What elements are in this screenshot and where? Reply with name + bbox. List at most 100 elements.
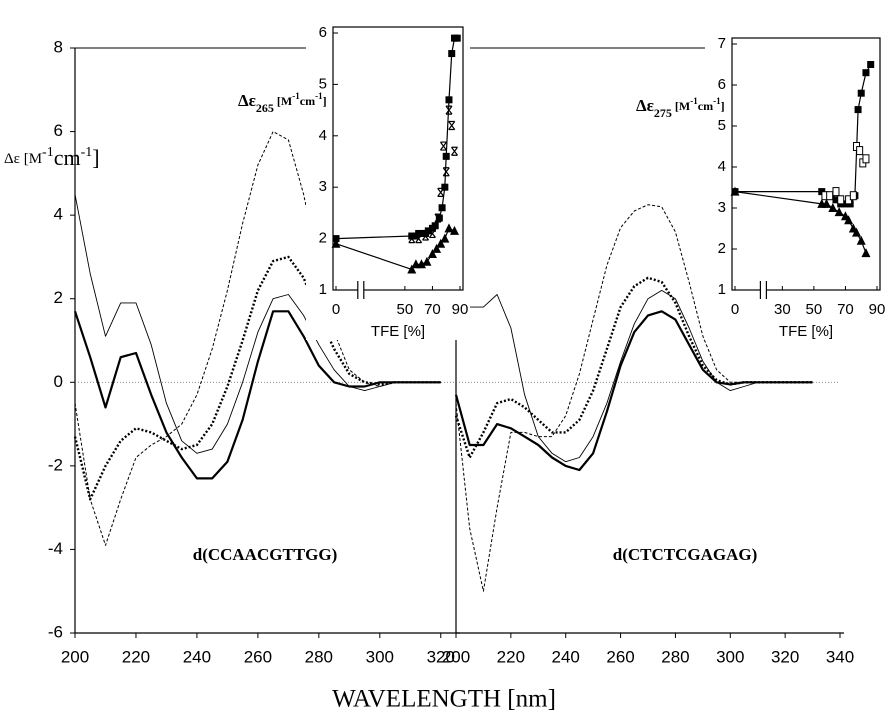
inset-frame xyxy=(332,26,464,291)
marker xyxy=(432,243,442,253)
marker xyxy=(442,167,450,177)
x-tick-label: 90 xyxy=(452,301,469,318)
marker xyxy=(832,187,840,197)
marker xyxy=(822,198,832,208)
x-tick-label: 200 xyxy=(61,647,89,666)
x-tick-label: 0 xyxy=(731,301,739,318)
x-tick-label: 260 xyxy=(244,647,272,666)
marker xyxy=(453,34,461,42)
label-part: [M xyxy=(274,94,292,108)
marker xyxy=(437,187,445,197)
marker xyxy=(415,229,423,237)
x-tick-label: 50 xyxy=(806,301,823,318)
spectrum-line xyxy=(454,310,813,472)
marker xyxy=(441,183,449,191)
y-tick-label: -6 xyxy=(48,622,63,641)
marker xyxy=(422,231,430,241)
inset-x-label: TFE [%] xyxy=(371,323,425,340)
label-part: cm xyxy=(54,145,81,170)
marker xyxy=(408,232,416,240)
marker xyxy=(832,196,840,204)
y-tick-label: 6 xyxy=(319,24,327,41)
label-part: -1 xyxy=(713,96,721,106)
x-tick-label: 240 xyxy=(552,647,580,666)
marker xyxy=(448,50,456,58)
marker xyxy=(445,105,453,115)
x-tick-label: 220 xyxy=(122,647,150,666)
label-part: cm xyxy=(698,99,713,113)
spectrum-line xyxy=(74,194,441,454)
marker xyxy=(438,204,446,212)
annotation: d(CCAACGTTGG) xyxy=(193,545,338,564)
marker xyxy=(849,191,857,201)
axis-break xyxy=(760,282,767,298)
y-tick-label: 2 xyxy=(718,240,726,257)
x-tick-label: 320 xyxy=(427,647,455,666)
marker xyxy=(854,106,862,114)
label-part: -1 xyxy=(81,145,93,160)
label-part: -1 xyxy=(42,145,54,160)
y-tick-label: 8 xyxy=(54,37,63,56)
marker xyxy=(331,238,341,248)
y-tick-label: 1 xyxy=(319,281,327,298)
marker xyxy=(435,214,443,222)
marker xyxy=(862,154,870,164)
spectrum-line xyxy=(455,289,813,463)
label-part: 275 xyxy=(654,106,672,120)
x-tick-label: 200 xyxy=(442,647,470,666)
label-part: Δε xyxy=(238,91,256,110)
marker xyxy=(826,191,834,201)
marker xyxy=(434,213,442,223)
y-tick-label: 1 xyxy=(718,281,726,298)
marker xyxy=(431,222,439,230)
y-tick-label: 2 xyxy=(54,288,63,307)
label-part: -1 xyxy=(292,91,300,101)
x-tick-label: 240 xyxy=(183,647,211,666)
marker xyxy=(448,120,456,131)
marker xyxy=(415,234,423,244)
marker xyxy=(427,249,437,259)
marker xyxy=(449,225,459,235)
label-part: cm xyxy=(300,94,315,108)
label-part: 265 xyxy=(256,101,274,115)
label-part: -1 xyxy=(315,91,323,101)
y-tick-label: 3 xyxy=(718,199,726,216)
y-tick-label: -4 xyxy=(48,539,63,558)
y-tick-label: -2 xyxy=(48,455,63,474)
labels: Δε [M-1cm-1] WAVELENGTH [nm] d(CCAACGTTG… xyxy=(4,91,833,713)
inset-y-label: Δε275 [M-1cm-1] xyxy=(636,96,725,120)
marker xyxy=(428,228,436,239)
inset-frame xyxy=(731,37,881,291)
y-tick-label: 6 xyxy=(718,76,726,93)
x-tick-label: 50 xyxy=(397,301,414,318)
marker xyxy=(416,259,426,269)
x-tick-label: 300 xyxy=(366,647,394,666)
marker xyxy=(856,146,864,156)
y-axis-label: Δε [M-1cm-1] xyxy=(4,145,100,170)
marker xyxy=(440,233,450,243)
spectrum-line xyxy=(73,255,441,501)
y-tick-label: 7 xyxy=(718,35,726,52)
marker xyxy=(837,195,845,205)
marker xyxy=(439,141,447,151)
spectrum-line xyxy=(73,310,441,480)
marker xyxy=(834,207,844,217)
marker xyxy=(424,227,432,235)
label-part: -1 xyxy=(690,96,698,106)
marker xyxy=(862,69,870,77)
marker xyxy=(851,227,861,237)
y-tick-label: 4 xyxy=(319,127,327,144)
y-tick-label: 0 xyxy=(54,372,63,391)
marker xyxy=(857,89,865,97)
marker xyxy=(445,96,453,104)
x-tick-label: 220 xyxy=(497,647,525,666)
x-tick-label: 320 xyxy=(771,647,799,666)
x-tick-label: 70 xyxy=(837,301,854,318)
marker xyxy=(451,146,458,156)
spectrum-line xyxy=(455,204,813,592)
marker xyxy=(408,234,416,244)
x-tick-label: 70 xyxy=(424,301,441,318)
